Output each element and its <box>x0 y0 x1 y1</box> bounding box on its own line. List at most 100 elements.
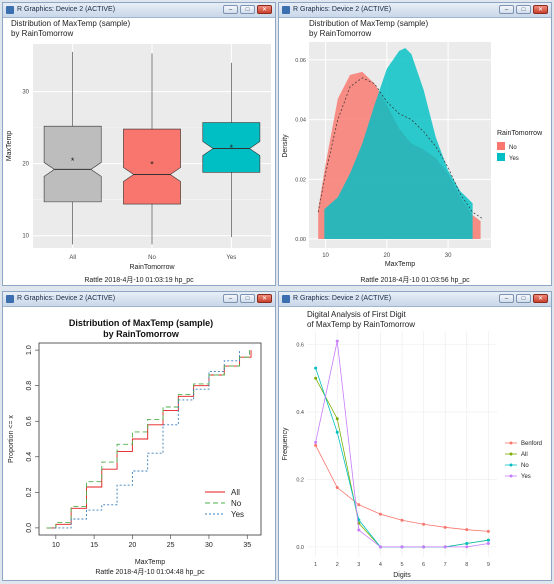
y-tick-label: 0.02 <box>295 177 306 183</box>
y-tick-label: 0.00 <box>295 237 306 243</box>
x-tick-label: 5 <box>400 562 403 568</box>
chart-subtitle: by RainTomorrow <box>309 29 371 38</box>
y-tick-label: 0.4 <box>296 410 304 416</box>
benford-point-all <box>314 376 318 380</box>
density-line-all <box>317 77 482 219</box>
x-tick-label: 8 <box>465 562 468 568</box>
window-titlebar[interactable]: R Graphics: Device 2 (ACTIVE) – □ ✕ <box>279 292 551 307</box>
y-tick-label: 0.8 <box>26 381 33 391</box>
legend-swatch-no <box>497 142 505 150</box>
chart-subtitle: by RainTomorrow <box>11 29 73 38</box>
chart-title: Distribution of MaxTemp (sample) <box>309 19 428 28</box>
benford-point-benford <box>422 522 426 526</box>
chart-subtitle: by RainTomorrow <box>103 329 180 339</box>
y-tick-label: 10 <box>22 234 29 240</box>
benford-point-all <box>335 417 339 421</box>
y-tick-label: 0.6 <box>26 416 33 426</box>
x-tick-label: 10 <box>322 253 329 259</box>
window-title: R Graphics: Device 2 (ACTIVE) <box>17 295 116 302</box>
ecdf-chart: Distribution of MaxTemp (sample) by Rain… <box>8 318 262 576</box>
x-tick-label: 15 <box>90 542 98 549</box>
legend-label-benford: Benford <box>521 441 542 447</box>
r-app-icon <box>282 295 290 303</box>
y-tick-label: 0.0 <box>26 523 33 533</box>
legend-marker-all <box>509 452 513 456</box>
close-button[interactable]: ✕ <box>533 5 548 14</box>
benford-point-benford <box>465 528 469 532</box>
box-mean-marker: * <box>230 143 234 153</box>
y-axis-label: Density <box>282 134 289 158</box>
chart-title: Digital Analysis of First Digit <box>307 310 406 319</box>
x-axis-label: RainTomorrow <box>129 264 175 271</box>
x-axis-label: MaxTemp <box>385 261 415 268</box>
box-mean-marker: * <box>150 159 154 169</box>
box-body <box>123 128 181 205</box>
minimize-button[interactable]: – <box>499 5 514 14</box>
y-tick-label: 0.0 <box>296 545 304 551</box>
benford-point-benford <box>378 512 382 516</box>
legend: RainTomorrow No Yes <box>497 130 543 162</box>
benford-point-benford <box>400 518 404 522</box>
close-button[interactable]: ✕ <box>257 5 272 14</box>
window-title: R Graphics: Device 2 (ACTIVE) <box>293 6 392 13</box>
x-tick-label: 20 <box>128 542 136 549</box>
close-button[interactable]: ✕ <box>257 294 272 303</box>
chart-caption: Rattle 2018-4月-10 01:03:19 hp_pc <box>84 276 194 284</box>
maximize-button[interactable]: □ <box>516 294 531 303</box>
r-app-icon <box>6 295 14 303</box>
boxplot-chart: Distribution of MaxTemp (sample) by Rain… <box>6 19 271 284</box>
x-tick-label: 3 <box>357 562 360 568</box>
graphics-window-ecdf: R Graphics: Device 2 (ACTIVE) – □ ✕ Dist… <box>2 291 276 581</box>
y-tick-label: 20 <box>22 162 29 168</box>
window-titlebar[interactable]: R Graphics: Device 2 (ACTIVE) – □ ✕ <box>279 3 551 18</box>
x-tick-label: 7 <box>444 562 447 568</box>
x-tick-label: 25 <box>167 542 175 549</box>
minimize-button[interactable]: – <box>223 5 238 14</box>
benford-point-no <box>314 366 318 370</box>
x-tick-label: 2 <box>336 562 339 568</box>
window-title: R Graphics: Device 2 (ACTIVE) <box>293 295 392 302</box>
x-tick-label: All <box>69 255 76 261</box>
benford-point-benford <box>443 525 447 529</box>
benford-point-yes <box>486 542 490 546</box>
x-tick-label: No <box>148 255 156 261</box>
minimize-button[interactable]: – <box>223 294 238 303</box>
chart-caption: Rattle 2018-4月-10 01:03:56 hp_pc <box>360 276 470 284</box>
minimize-button[interactable]: – <box>499 294 514 303</box>
x-axis-label: Digits <box>393 572 411 579</box>
x-tick-label: 1 <box>314 562 317 568</box>
x-tick-label: 35 <box>243 542 251 549</box>
ecdf-line-all <box>46 350 252 529</box>
ecdf-line-yes <box>54 350 241 529</box>
chart-caption: Rattle 2018-4月-10 01:04:48 hp_pc <box>95 568 205 576</box>
window-titlebar[interactable]: R Graphics: Device 2 (ACTIVE) – □ ✕ <box>3 292 275 307</box>
x-tick-label: 4 <box>379 562 382 568</box>
legend-title: RainTomorrow <box>497 130 543 137</box>
density-area-yes <box>324 47 473 240</box>
benford-point-benford <box>357 503 361 507</box>
chart-title: Distribution of MaxTemp (sample) <box>11 19 130 28</box>
y-tick-label: 0.04 <box>295 118 306 124</box>
graphics-window-boxplot: R Graphics: Device 2 (ACTIVE) – □ ✕ Dist… <box>2 2 276 286</box>
maximize-button[interactable]: □ <box>240 294 255 303</box>
window-title: R Graphics: Device 2 (ACTIVE) <box>17 6 116 13</box>
y-axis-label: MaxTemp <box>6 131 13 161</box>
benford-point-no <box>486 538 490 542</box>
legend: Benford All No Yes <box>505 441 542 480</box>
legend-label-yes: Yes <box>231 510 244 519</box>
benford-point-yes <box>314 440 318 444</box>
close-button[interactable]: ✕ <box>533 294 548 303</box>
legend-label-no: No <box>521 463 529 469</box>
legend-marker-benford <box>509 441 513 445</box>
benford-point-no <box>465 542 469 546</box>
benford-point-benford <box>486 529 490 533</box>
legend-swatch-yes <box>497 153 505 161</box>
maximize-button[interactable]: □ <box>240 5 255 14</box>
benford-point-no <box>335 430 339 434</box>
y-tick-label: 30 <box>22 90 29 96</box>
window-titlebar[interactable]: R Graphics: Device 2 (ACTIVE) – □ ✕ <box>3 3 275 18</box>
chart-subtitle: of MaxTemp by RainTomorrow <box>307 320 415 329</box>
graphics-window-density: R Graphics: Device 2 (ACTIVE) – □ ✕ Dist… <box>278 2 552 286</box>
maximize-button[interactable]: □ <box>516 5 531 14</box>
box-body <box>43 125 102 203</box>
